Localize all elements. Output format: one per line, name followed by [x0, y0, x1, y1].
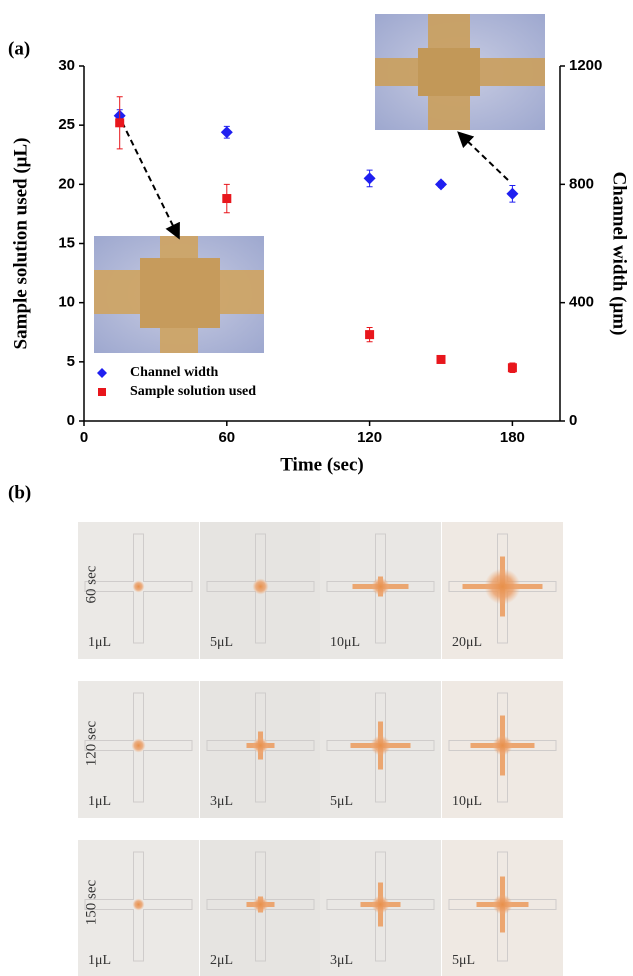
stain	[252, 896, 269, 913]
x-axis-label: Time (sec)	[280, 454, 364, 475]
volume-label: 3μL	[330, 953, 353, 968]
y-tick-label: 25	[58, 116, 75, 133]
y-tick-label: 20	[58, 175, 75, 192]
x-tick-label: 180	[500, 429, 525, 446]
stain	[371, 895, 390, 914]
y-axis-label: Sample solution used (μL)	[10, 138, 31, 350]
legend-marker	[97, 368, 107, 378]
channel	[84, 533, 193, 644]
photo: 1μL	[78, 681, 199, 818]
y-tick-label: 10	[58, 294, 75, 311]
row-label: 150 sec	[83, 879, 99, 925]
panel-label: (b)	[8, 482, 31, 503]
photo: 1μL	[78, 522, 199, 659]
volume-label: 10μL	[452, 794, 482, 809]
stain	[484, 568, 521, 605]
data-point	[436, 354, 446, 364]
data-point	[507, 363, 517, 373]
stain	[252, 578, 269, 595]
photo: 20μL	[442, 522, 563, 659]
volume-label: 1μL	[88, 635, 111, 650]
volume-label: 5μL	[210, 635, 233, 650]
y-tick-label: 0	[67, 412, 75, 429]
data-point	[506, 187, 519, 200]
photo: 3μL	[320, 840, 441, 976]
y2-tick-label: 400	[569, 294, 594, 311]
arrow	[457, 131, 509, 181]
photo: 10μL	[442, 681, 563, 818]
legend-label: Channel width	[130, 365, 219, 380]
stain	[371, 577, 390, 596]
volume-label: 2μL	[210, 953, 233, 968]
data-point	[115, 118, 125, 128]
data-point	[222, 194, 232, 204]
row-label: 60 sec	[83, 565, 99, 603]
panel-label: (a)	[8, 38, 30, 59]
y-tick-label: 30	[58, 57, 75, 74]
y-tick-label: 5	[67, 353, 75, 370]
stain	[131, 738, 146, 753]
photo: 3μL	[200, 681, 321, 818]
volume-label: 5μL	[330, 794, 353, 809]
channel	[84, 692, 193, 803]
data-point	[435, 178, 447, 191]
stain	[132, 580, 145, 593]
row-label: 120 sec	[83, 720, 99, 766]
stain	[492, 735, 513, 756]
y2-tick-label: 0	[569, 412, 577, 429]
volume-label: 20μL	[452, 635, 482, 650]
channel	[84, 851, 193, 962]
data-point	[365, 330, 375, 340]
inset-photo	[375, 14, 545, 130]
photo: 1μL	[78, 840, 199, 976]
legend-label: Sample solution used	[130, 384, 256, 399]
stain	[132, 898, 145, 911]
y2-tick-label: 800	[569, 175, 594, 192]
x-tick-label: 0	[80, 429, 88, 446]
x-tick-label: 60	[218, 429, 235, 446]
volume-label: 1μL	[88, 794, 111, 809]
inset-photo	[94, 236, 264, 353]
photo: 5μL	[442, 840, 563, 976]
photo: 10μL	[320, 522, 441, 659]
volume-label: 3μL	[210, 794, 233, 809]
legend-marker	[98, 388, 106, 396]
data-point	[363, 172, 376, 185]
volume-label: 10μL	[330, 635, 360, 650]
data-point	[220, 126, 233, 139]
stain	[492, 894, 513, 915]
stain	[252, 737, 269, 754]
photo: 5μL	[200, 522, 321, 659]
volume-label: 5μL	[452, 953, 475, 968]
y-tick-label: 15	[58, 234, 75, 251]
x-tick-label: 120	[357, 429, 382, 446]
stain	[370, 735, 391, 756]
photo: 5μL	[320, 681, 441, 818]
arrow	[121, 121, 180, 240]
y2-axis-label: Channel width (μm)	[609, 172, 630, 336]
volume-label: 1μL	[88, 953, 111, 968]
y2-tick-label: 1200	[569, 57, 602, 74]
photo: 2μL	[200, 840, 321, 976]
